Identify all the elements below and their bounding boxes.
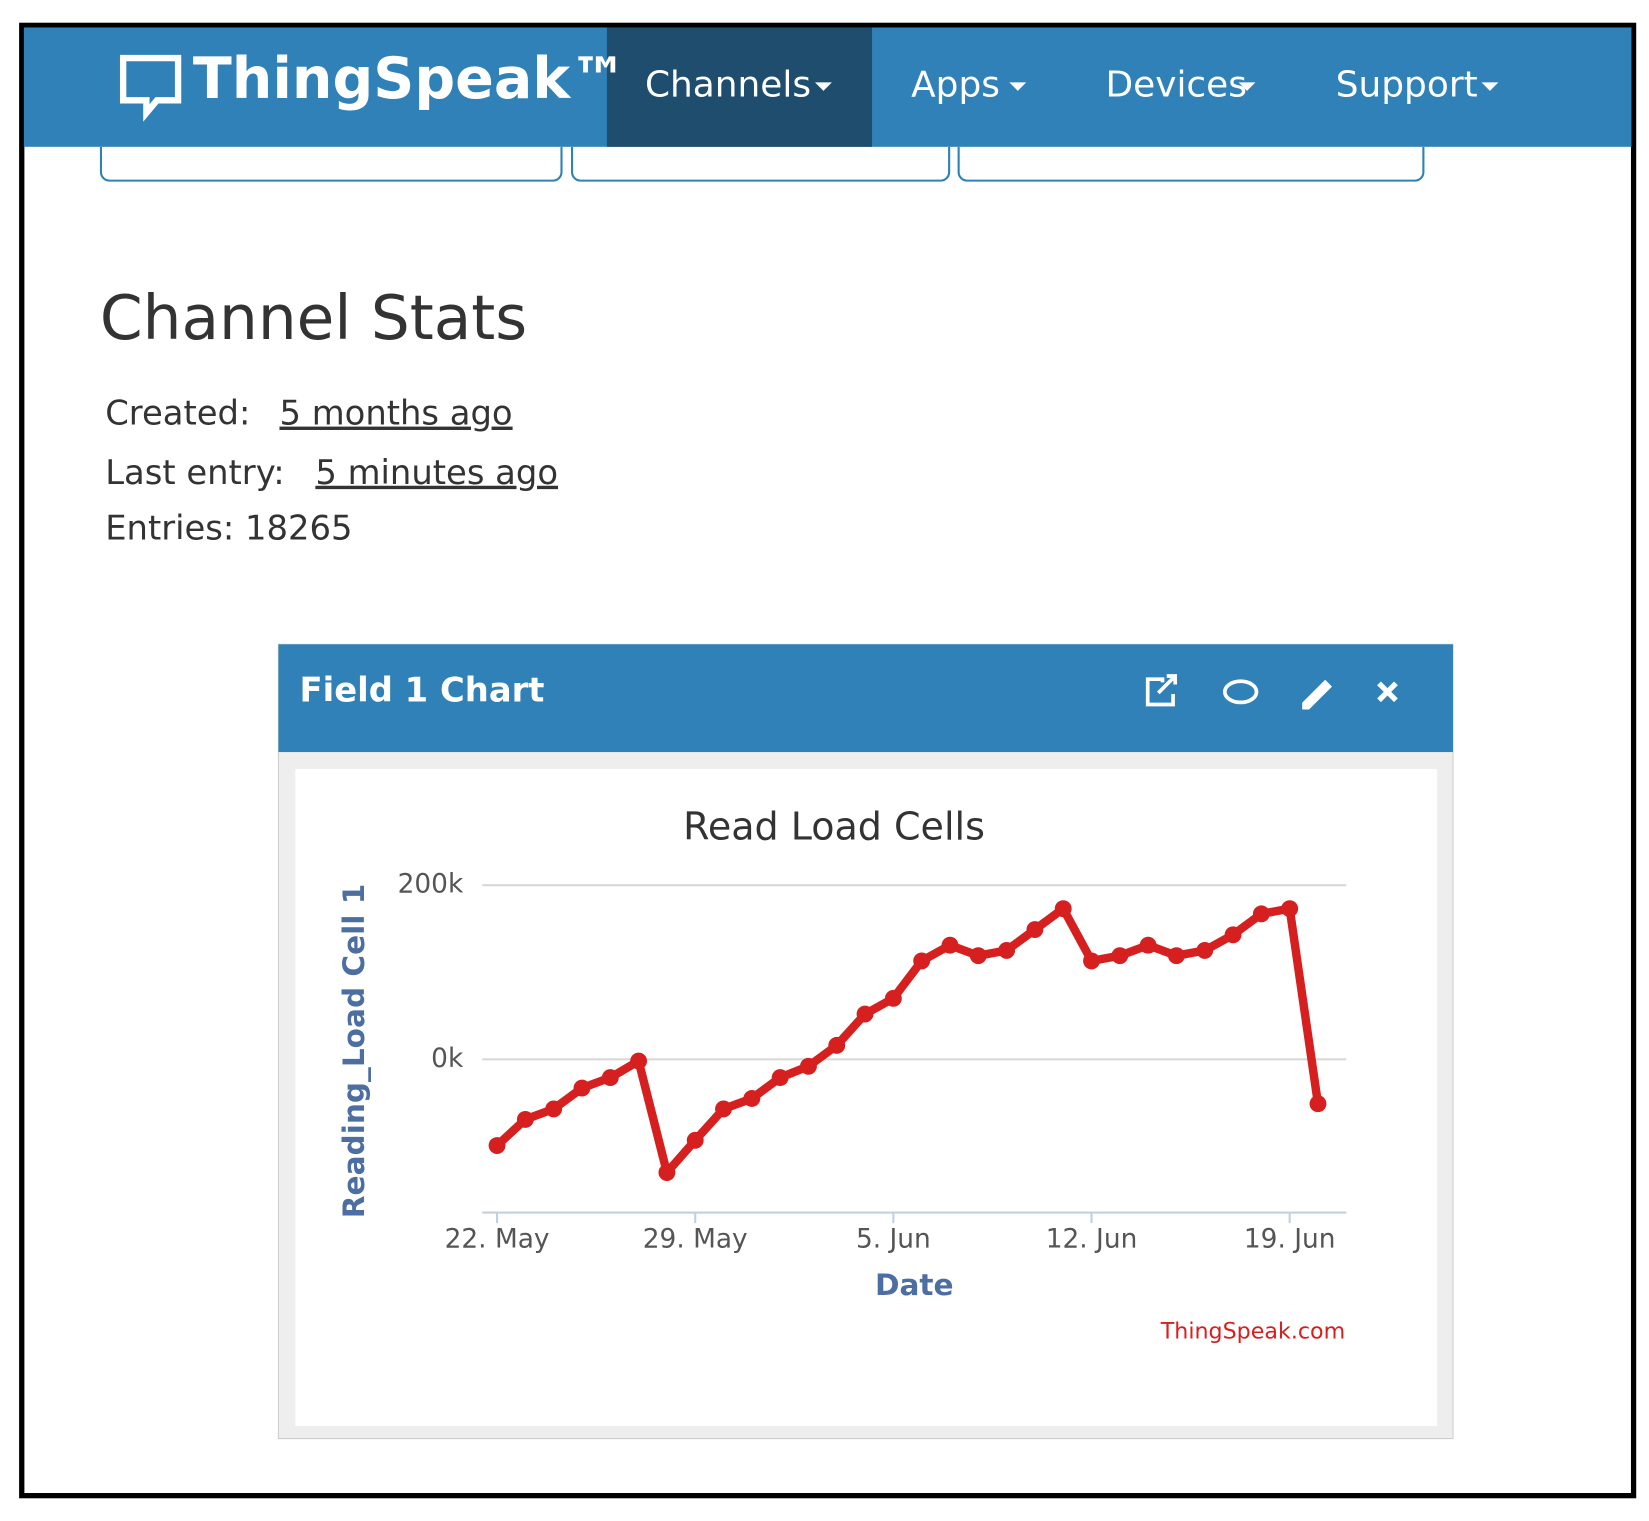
data-point: [601, 1069, 619, 1087]
data-point: [1083, 952, 1100, 970]
x-tick-label: 12. Jun: [1046, 1224, 1138, 1255]
data-point: [1281, 900, 1299, 918]
data-point: [799, 1057, 817, 1075]
x-tick-label: 22. May: [445, 1224, 550, 1255]
data-point: [743, 1090, 761, 1107]
y-tick-label: 200k: [398, 869, 464, 900]
stat-value: 5 months ago: [279, 394, 512, 433]
nav-item[interactable]: Devices: [1105, 65, 1247, 106]
x-tick-label: 19. Jun: [1244, 1224, 1336, 1255]
stat-label: Created:: [105, 394, 250, 433]
tab-buttons: [99, 146, 1425, 182]
data-point: [969, 947, 987, 965]
data-point: [828, 1036, 846, 1054]
data-point: [1026, 921, 1044, 939]
stat-value: 5 minutes ago: [315, 453, 558, 492]
data-point: [516, 1110, 534, 1128]
data-point: [856, 1005, 874, 1023]
data-point: [715, 1100, 732, 1118]
nav-item[interactable]: Channels: [645, 65, 811, 106]
panel-title: Field 1 Chart: [300, 670, 545, 709]
data-point: [771, 1069, 789, 1087]
stat-value: Entries: 18265: [105, 509, 352, 548]
data-point: [884, 989, 902, 1007]
x-tick-label: 5. Jun: [856, 1224, 931, 1255]
data-point: [573, 1079, 591, 1097]
x-tick-label: 29. May: [643, 1224, 748, 1255]
data-point: [1054, 900, 1072, 918]
section-title: Channel Stats: [100, 283, 527, 354]
data-point: [1111, 947, 1129, 965]
stat-label: Last entry:: [105, 453, 284, 492]
data-point: [658, 1164, 676, 1181]
data-point: [630, 1052, 648, 1070]
x-axis-label: Date: [875, 1268, 954, 1302]
data-point: [1224, 926, 1242, 944]
chart-area: [295, 768, 1438, 1426]
panel-icons: [1145, 674, 1398, 710]
data-point: [1139, 936, 1157, 954]
data-point: [1196, 942, 1214, 959]
data-point: [545, 1100, 563, 1118]
brand-icon: [119, 54, 182, 122]
y-axis-label: Reading_Load Cell 1: [337, 884, 371, 1218]
popout-icon[interactable]: [1145, 674, 1178, 707]
data-point: [941, 936, 959, 954]
chart: Read Load Cells Date Reading_Load Cell 1…: [337, 805, 1347, 1344]
data-point: [488, 1137, 506, 1154]
edit-icon[interactable]: [1302, 679, 1333, 710]
comment-icon[interactable]: [1222, 679, 1259, 705]
close-icon[interactable]: [1377, 681, 1398, 703]
brand[interactable]: ThingSpeak™: [193, 46, 627, 112]
panel-header: [278, 644, 1453, 753]
data-point: [1309, 1095, 1327, 1113]
credit[interactable]: ThingSpeak.com: [1160, 1318, 1346, 1344]
nav-item[interactable]: Support: [1336, 65, 1478, 106]
data-point: [913, 952, 931, 970]
data-point: [1252, 905, 1270, 923]
nav-active: [606, 27, 873, 147]
nav-item[interactable]: Apps: [911, 65, 1000, 106]
data-point: [1167, 947, 1185, 965]
y-tick-label: 0k: [431, 1043, 464, 1074]
chart-title: Read Load Cells: [683, 805, 985, 849]
data-point: [998, 942, 1016, 959]
data-point: [686, 1131, 704, 1149]
